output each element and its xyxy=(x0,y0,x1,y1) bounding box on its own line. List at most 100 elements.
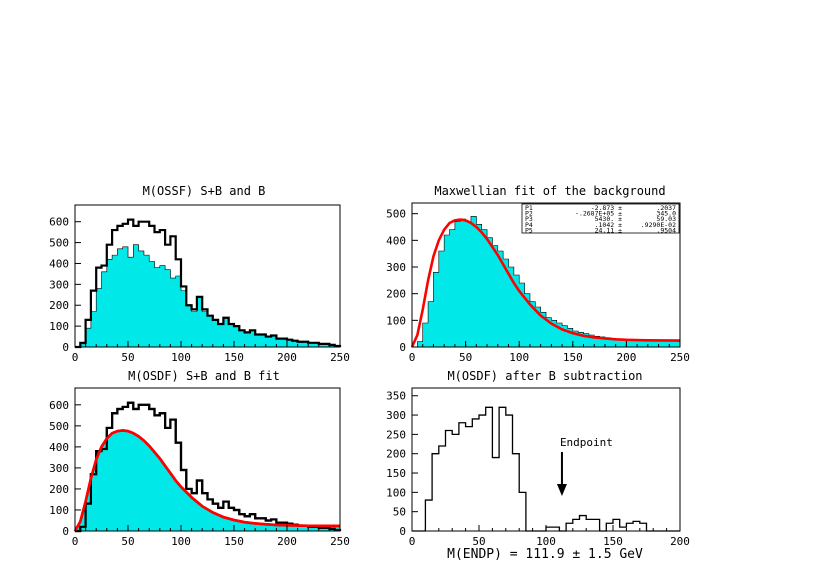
bar xyxy=(271,335,277,347)
bar xyxy=(154,267,161,347)
bar xyxy=(476,224,482,347)
x-tick-label: 200 xyxy=(616,351,636,364)
bar xyxy=(556,323,563,347)
bar xyxy=(249,330,256,347)
bar xyxy=(302,341,309,347)
bar xyxy=(626,339,633,347)
panel-osdf-subtracted: M(OSDF) after B subtraction 0 50 100 150 200… xyxy=(386,369,690,562)
y-tick-label: 100 xyxy=(49,320,69,333)
bar xyxy=(181,290,187,347)
x-tick-label: 250 xyxy=(670,351,690,364)
bar xyxy=(465,221,472,347)
bar xyxy=(308,342,314,347)
bar xyxy=(191,311,198,347)
bar xyxy=(562,325,568,347)
x-tick-label: 150 xyxy=(603,535,623,548)
bar xyxy=(583,333,590,347)
bar xyxy=(449,229,456,347)
bar xyxy=(143,255,150,347)
fit-param-name: P5 xyxy=(525,226,533,234)
fit-param-value: 24.11 ± xyxy=(595,226,622,234)
endpoint-arrow-head xyxy=(556,484,567,496)
x-tick-label: 150 xyxy=(224,535,244,548)
bar xyxy=(481,229,488,347)
bar xyxy=(117,248,123,347)
y-tick-label: 100 xyxy=(49,504,69,517)
fit-param-error: 345.0 xyxy=(656,210,676,218)
panel-maxwellian-fit: Maxwellian fit of the background 0 50 100 1… xyxy=(386,184,690,364)
bar xyxy=(529,301,536,347)
fit-param-value: -.2687E+05 ± xyxy=(575,210,622,218)
bar xyxy=(90,311,97,347)
bar xyxy=(80,343,86,347)
bar xyxy=(133,244,139,347)
bar xyxy=(572,331,579,347)
y-tick-label: 300 xyxy=(386,409,406,422)
y-tick-label: 200 xyxy=(49,299,69,312)
y-tick-label: 0 xyxy=(62,525,69,538)
fit-param-name: P4 xyxy=(525,221,533,229)
bar xyxy=(454,221,461,347)
y-tick-label: 300 xyxy=(49,278,69,291)
x-tick-label: 0 xyxy=(409,351,416,364)
fit-param-name: P2 xyxy=(525,210,533,218)
bar xyxy=(265,336,272,347)
bar xyxy=(101,271,108,347)
bar xyxy=(417,341,424,347)
bar xyxy=(149,261,155,347)
bar xyxy=(239,330,245,347)
fit-param-value: .1042 ± xyxy=(595,221,622,229)
step-series xyxy=(412,406,680,532)
bar xyxy=(610,338,616,347)
x-tick-label: 0 xyxy=(72,535,79,548)
y-tick-label: 400 xyxy=(386,234,406,247)
x-tick-label: 50 xyxy=(459,351,472,364)
y-tick-label: 400 xyxy=(49,441,69,454)
plot-frame xyxy=(411,202,681,348)
x-tick-label: 150 xyxy=(563,351,583,364)
bar xyxy=(85,328,92,347)
x-tick-label: 50 xyxy=(121,351,134,364)
bar xyxy=(313,342,320,347)
x-tick-label: 200 xyxy=(670,535,690,548)
bar xyxy=(196,296,203,347)
bar xyxy=(260,334,267,347)
y-tick-label: 600 xyxy=(49,216,69,229)
y-tick-label: 150 xyxy=(386,467,406,480)
x-tick-label: 250 xyxy=(330,535,350,548)
bar xyxy=(631,340,638,347)
bar xyxy=(433,272,440,347)
fit-stats-box: P1 -2.873 ± .2037 P2 -.2687E+05 ± 345.0 P3 5430… xyxy=(521,203,680,234)
bar xyxy=(138,250,145,347)
bar xyxy=(122,246,129,347)
plot-frame xyxy=(74,387,341,532)
y-tick-label: 400 xyxy=(49,257,69,270)
fit-param-value: -2.873 ± xyxy=(591,204,622,212)
bar xyxy=(186,305,192,347)
x-tick-label: 200 xyxy=(277,535,297,548)
fit-param-error: .2037 xyxy=(656,204,676,212)
bar xyxy=(212,319,219,347)
bar xyxy=(438,251,445,347)
bar xyxy=(637,340,643,347)
bar xyxy=(503,259,509,347)
bar xyxy=(297,341,304,347)
endpoint-result: M(ENDP) = 111.9 ± 1.5 GeV xyxy=(447,547,643,562)
bar xyxy=(578,332,584,347)
bar xyxy=(546,317,552,347)
bar xyxy=(599,336,606,347)
bar xyxy=(669,340,675,347)
bar xyxy=(621,339,627,347)
bar xyxy=(255,334,261,347)
bar xyxy=(96,288,102,347)
bar xyxy=(106,259,113,347)
bar xyxy=(594,336,600,347)
fit-param-name: P3 xyxy=(525,215,533,223)
bar xyxy=(112,255,118,347)
bar xyxy=(218,324,224,347)
bar xyxy=(470,216,477,347)
x-tick-label: 50 xyxy=(472,535,485,548)
x-tick-label: 50 xyxy=(121,535,134,548)
step-series xyxy=(75,401,340,533)
